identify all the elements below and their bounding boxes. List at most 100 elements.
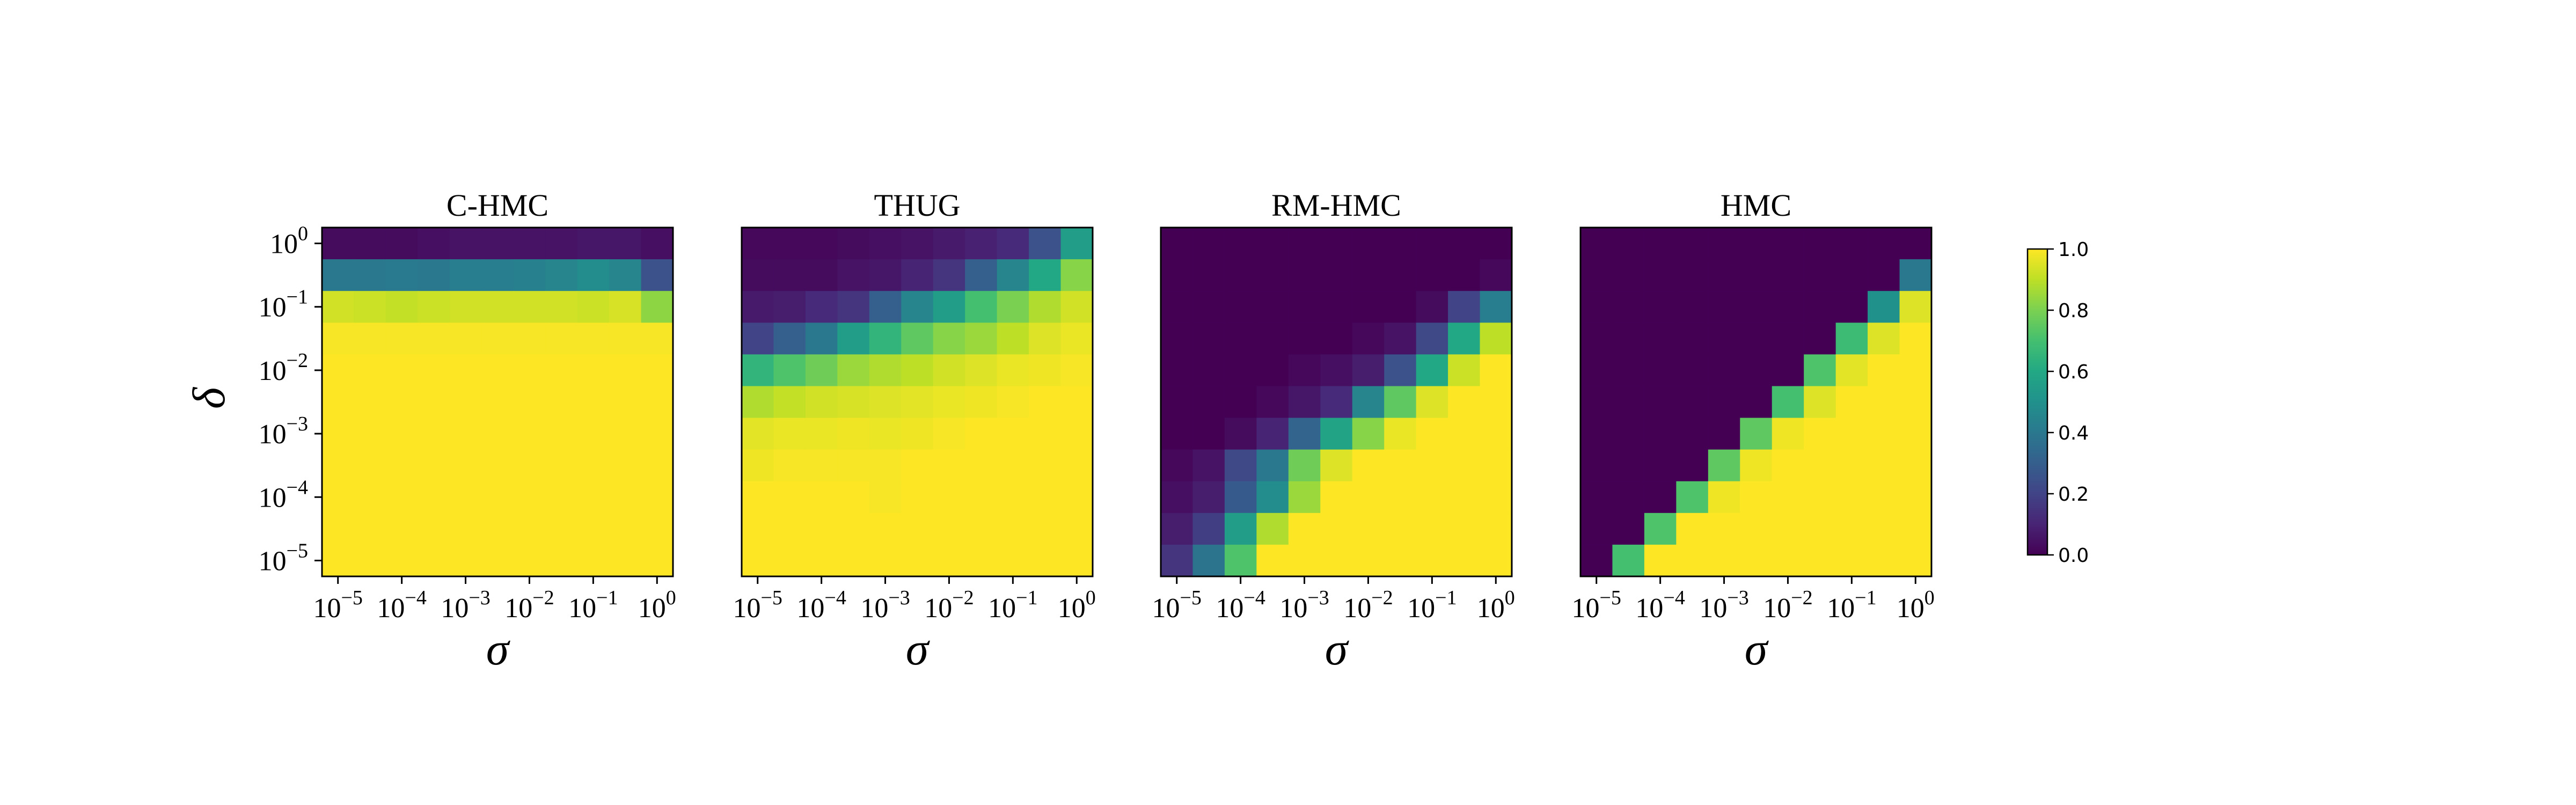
- heatmap-cell: [1772, 544, 1804, 577]
- heatmap-cell: [1612, 418, 1645, 450]
- heatmap-cell: [773, 449, 806, 482]
- y-tick-label: 100: [270, 223, 308, 260]
- heatmap-cell: [577, 481, 610, 514]
- heatmap-cell: [1480, 449, 1512, 482]
- y-axis-label-text: δ: [183, 386, 235, 409]
- heatmap-cell: [1899, 418, 1932, 450]
- heatmap-cell: [513, 449, 546, 482]
- heatmap-cell: [449, 228, 482, 260]
- heatmap-cell: [1320, 291, 1353, 323]
- heatmap-cell: [385, 291, 418, 323]
- heatmap-cell: [609, 513, 642, 545]
- heatmap-cell: [1161, 228, 1194, 260]
- heatmap-cell: [418, 323, 450, 355]
- heatmap-cell: [1416, 386, 1448, 419]
- heatmap-cell: [354, 354, 386, 387]
- heatmap-cell: [385, 323, 418, 355]
- heatmap-cell: [1060, 291, 1093, 323]
- heatmap-cell: [449, 449, 482, 482]
- heatmap-cell: [1644, 291, 1677, 323]
- panel-title: C-HMC: [447, 188, 548, 223]
- heatmap-cell: [481, 513, 514, 545]
- heatmap-cell: [481, 481, 514, 514]
- heatmap-cell: [1899, 386, 1932, 419]
- heatmap-cell: [1448, 259, 1481, 291]
- heatmap-cell: [1288, 259, 1321, 291]
- heatmap-cell: [513, 323, 546, 355]
- heatmap-cell: [997, 513, 1029, 545]
- heatmap-cell: [513, 386, 546, 419]
- heatmap-cell: [1224, 323, 1257, 355]
- heatmap-cell: [641, 418, 674, 450]
- heatmap-cell: [1224, 291, 1257, 323]
- heatmap-cell: [1416, 323, 1448, 355]
- heatmap-cell: [1060, 513, 1093, 545]
- heatmap-cell: [641, 291, 674, 323]
- heatmap-cell: [449, 513, 482, 545]
- heatmap-cell: [385, 418, 418, 450]
- heatmap-cell: [513, 544, 546, 577]
- heatmap-cell: [322, 386, 355, 419]
- heatmap-cell: [449, 291, 482, 323]
- heatmap-cell: [742, 323, 774, 355]
- heatmap-cell: [418, 449, 450, 482]
- heatmap-cell: [322, 323, 355, 355]
- heatmap-cell: [1060, 449, 1093, 482]
- heatmap-cell: [1612, 354, 1645, 387]
- heatmap-cell: [1772, 259, 1804, 291]
- heatmap-cell: [965, 386, 998, 419]
- heatmap-cell: [1029, 386, 1062, 419]
- heatmap-cell: [1740, 259, 1773, 291]
- heatmap-cell: [322, 513, 355, 545]
- heatmap-cell: [1352, 449, 1385, 482]
- heatmap-cell: [965, 513, 998, 545]
- heatmap-cell: [449, 386, 482, 419]
- heatmap-cell: [1256, 259, 1289, 291]
- heatmap-cell: [1612, 228, 1645, 260]
- panel-thug: THUG 10−5 10−4 10−3 10−2 10−1 100 σ: [733, 188, 1096, 675]
- heatmap-cell: [449, 354, 482, 387]
- x-axis-label: σ: [1325, 623, 1350, 675]
- heatmap-cell: [1676, 544, 1709, 577]
- heatmap-cell: [1835, 228, 1868, 260]
- heatmap-cell: [805, 354, 838, 387]
- heatmap-cell: [1224, 418, 1257, 450]
- heatmap-cell: [609, 291, 642, 323]
- heatmap-cell: [1416, 449, 1448, 482]
- heatmap-cell: [577, 449, 610, 482]
- heatmap-cell: [1320, 481, 1353, 514]
- x-tick-label: 10−1: [1827, 587, 1876, 624]
- heatmap-cell: [1224, 259, 1257, 291]
- heatmap-cell: [1288, 544, 1321, 577]
- heatmap-cell: [1320, 544, 1353, 577]
- heatmap-cell: [385, 449, 418, 482]
- heatmap-cell: [1676, 291, 1709, 323]
- heatmap-cell: [742, 513, 774, 545]
- heatmap-cell: [1740, 513, 1773, 545]
- heatmap-cell: [545, 291, 578, 323]
- heatmap-cell: [997, 323, 1029, 355]
- heatmap-cell: [1835, 418, 1868, 450]
- heatmap-cell: [1029, 544, 1062, 577]
- heatmap-cell: [1644, 449, 1677, 482]
- heatmap-cell: [481, 323, 514, 355]
- heatmap-cell: [1384, 544, 1417, 577]
- heatmap-cell: [1352, 354, 1385, 387]
- heatmap-cell: [805, 259, 838, 291]
- heatmap-cell: [577, 386, 610, 419]
- heatmap-cell: [1256, 291, 1289, 323]
- heatmap-cell: [545, 259, 578, 291]
- heatmap-cell: [1740, 386, 1773, 419]
- heatmap-cell: [1644, 544, 1677, 577]
- heatmap-cell: [1868, 323, 1900, 355]
- heatmap-cell: [641, 481, 674, 514]
- heatmap-cell: [1644, 323, 1677, 355]
- heatmap-cell: [1288, 449, 1321, 482]
- heatmap-cell: [837, 386, 870, 419]
- colorbar: 1.0 0.8 0.6 0.4 0.2 0.0: [2026, 239, 2089, 567]
- heatmap-cell: [513, 513, 546, 545]
- heatmap-cell: [773, 386, 806, 419]
- heatmap-cell: [1644, 354, 1677, 387]
- heatmap-cell: [869, 354, 902, 387]
- heatmap-cell: [901, 291, 934, 323]
